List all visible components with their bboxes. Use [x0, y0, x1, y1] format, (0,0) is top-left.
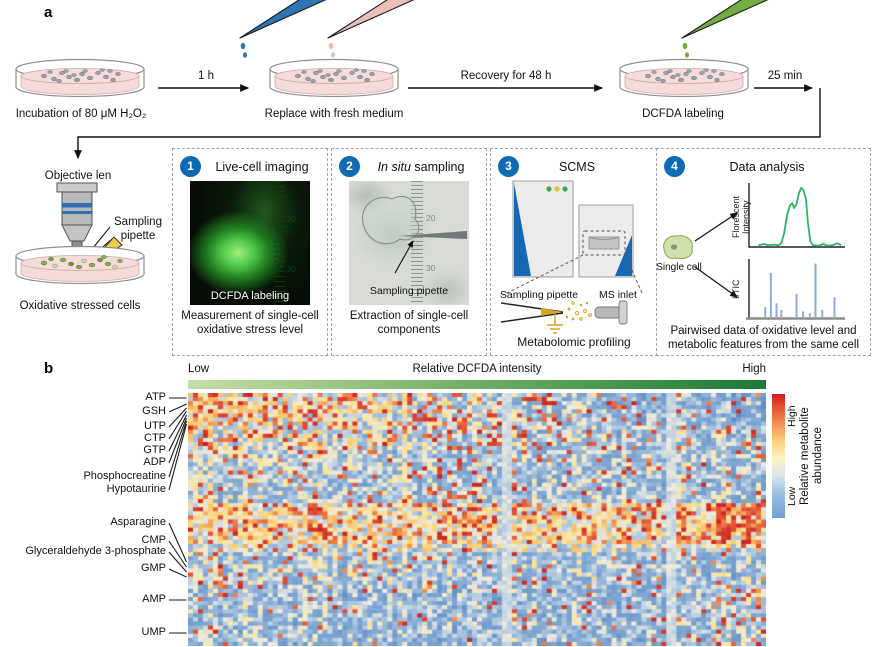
- colorbar-title: Relative metabolite abundance: [799, 407, 825, 505]
- step-box-in-situ-sampling: 2 In situ sampling 20 30 Sampling pipett…: [331, 148, 487, 356]
- mass-spectrum-plot: [746, 259, 845, 320]
- h2o2-pipette-icon: [236, 0, 336, 62]
- panel-b-label: b: [44, 360, 54, 377]
- box1-caption: Measurement of single-cell oxidative str…: [181, 310, 319, 336]
- dcfda-high-label: High: [742, 363, 766, 375]
- box3-caption: Metabolomic profiling: [517, 335, 631, 349]
- ms-blue-panel-left: [514, 183, 531, 276]
- fluorescence-trace-plot: [748, 183, 845, 248]
- petri-dish-stressed-cells: [14, 243, 146, 293]
- colorbar-low-label: Low: [786, 486, 798, 506]
- box3-ms-inlet-label: MS inlet: [599, 289, 637, 301]
- fluorescence-curve: [758, 186, 842, 247]
- step-box-scms: 3 SCMS Samp: [490, 148, 658, 356]
- heatmap-row-label: Asparagine: [110, 516, 166, 528]
- mass-spectrometer-diagram: [500, 180, 644, 334]
- heatmap-row-label: GTP: [143, 444, 166, 456]
- spectrum-peaks: [764, 263, 836, 317]
- dcfda-intensity-title: Relative DCFDA intensity: [412, 363, 542, 375]
- ms-inlet-capillary: [594, 306, 622, 319]
- petri-dish-fresh-medium: [268, 56, 400, 106]
- step1-number-badge: 1: [180, 156, 201, 177]
- heatmap-row-label: UMP: [141, 626, 166, 638]
- fluorescence-image: 20 30 DCFDA labeling: [190, 181, 310, 305]
- heatmap-row-label: GMP: [140, 562, 166, 574]
- box4-title: Data analysis: [729, 160, 805, 174]
- image-ruler: [274, 181, 285, 305]
- single-cell-label: Single cell: [656, 262, 702, 273]
- step4-number-badge: 4: [664, 156, 685, 177]
- esi-spray-dots: [565, 301, 592, 321]
- ground-symbol: [547, 314, 563, 334]
- arrow2-label: Recovery for 48 h: [460, 70, 552, 82]
- abundance-colorbar: [772, 394, 785, 518]
- dcfda-intensity-gradient-bar: [188, 380, 766, 389]
- dcfda-low-label: Low: [188, 363, 210, 375]
- colorbar-high-label: High: [786, 405, 798, 427]
- petri-dish-incubation: [14, 56, 146, 106]
- step3-caption: DCFDA labeling: [642, 108, 724, 120]
- heatmap-row-label: Phosphocreatine: [83, 470, 166, 482]
- image-ruler: [411, 181, 423, 305]
- heatmap-row-label: AMP: [142, 593, 166, 605]
- ms-blue-panel-right: [615, 235, 632, 276]
- pipette-tip-gold: [541, 308, 563, 316]
- step1-caption: Incubation of 80 μM H₂O₂: [15, 108, 147, 120]
- sampling-pipette-label: Sampling pipette: [114, 216, 162, 242]
- box4-caption: Pairwised data of oxidative level and me…: [667, 325, 860, 351]
- cell-and-pipette-overlay: [361, 195, 467, 274]
- medium-pipette-icon: [324, 0, 424, 62]
- box1-title: Live-cell imaging: [215, 160, 309, 174]
- panel-a-label: a: [44, 4, 53, 21]
- heatmap-row-label: ATP: [145, 391, 166, 403]
- arrow1-label: 1 h: [198, 70, 214, 82]
- box3-title: SCMS: [558, 160, 596, 174]
- dcfda-pipette-icon: [678, 0, 778, 62]
- box1-image-label: DCFDA labeling: [210, 290, 290, 302]
- box3-pipette-label: Sampling pipette: [499, 289, 579, 301]
- arrow3-label: 25 min: [767, 70, 803, 82]
- step-box-live-cell-imaging: 1 Live-cell imaging 20 30 DCFDA labeling…: [172, 148, 328, 356]
- brightfield-image: 20 30 Sampling pipette: [349, 181, 469, 305]
- plot2-ylabel: I/TIC: [731, 279, 741, 299]
- heatmap-row-label: CMP: [141, 534, 166, 546]
- step-box-data-analysis: 4 Data analysis Single cell Florescent I…: [656, 148, 871, 356]
- box2-image-label: Sampling pipette: [369, 285, 449, 297]
- stressed-cells-caption: Oxidative stressed cells: [19, 300, 141, 312]
- step2-number-badge: 2: [339, 156, 360, 177]
- heatmap-row-label: ADP: [143, 456, 166, 468]
- box2-title: In situ sampling: [377, 160, 465, 174]
- heatmap-row-label: Glyceraldehyde 3-phosphate: [25, 545, 166, 557]
- objective-lens-icon: [56, 182, 98, 253]
- heatmap-row-label: UTP: [144, 420, 166, 432]
- objective-label: Objective len: [44, 170, 112, 182]
- petri-dish-dcfda: [618, 56, 750, 106]
- pipette-tip: [399, 231, 467, 239]
- step3-number-badge: 3: [498, 156, 519, 177]
- single-cell-icon: [663, 235, 693, 259]
- box2-caption: Extraction of single-cell components: [349, 310, 469, 336]
- annotation-arrow: [394, 240, 414, 274]
- heatmap-row-label: GSH: [142, 405, 166, 417]
- metabolite-heatmap: [188, 393, 766, 646]
- cell-outline: [361, 195, 420, 245]
- step2-caption: Replace with fresh medium: [264, 108, 404, 120]
- inlet-zoom-box: [582, 230, 626, 256]
- heatmap-row-label: Hypotaurine: [106, 483, 166, 495]
- heatmap-row-label: CTP: [144, 432, 166, 444]
